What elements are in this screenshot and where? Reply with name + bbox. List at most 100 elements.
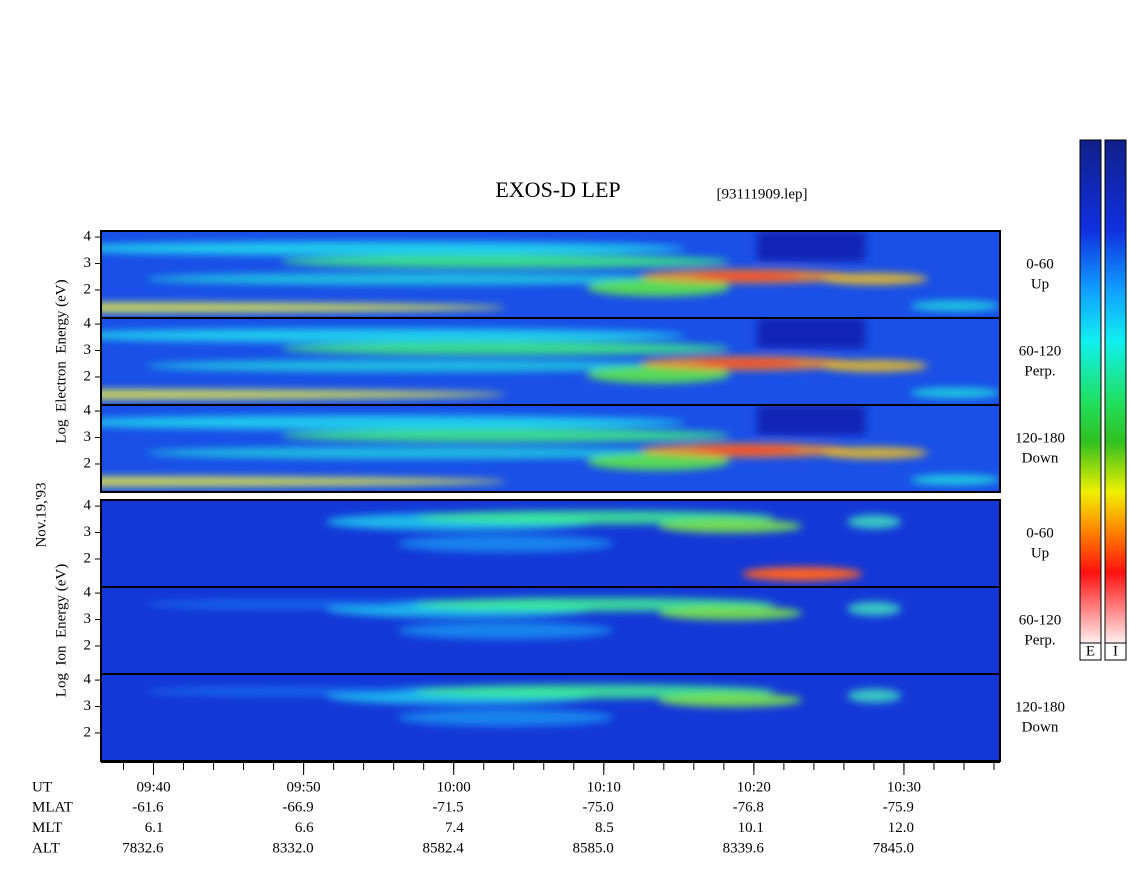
row-name: MLAT xyxy=(32,799,73,815)
chart-title: EXOS-D LEP xyxy=(495,177,620,202)
texture-blob xyxy=(145,687,416,696)
y-tick-label: 4 xyxy=(84,229,92,245)
texture-blob xyxy=(397,708,614,727)
texture-blob xyxy=(145,600,416,609)
y-tick-label: 4 xyxy=(84,585,92,601)
y-tick-label: 2 xyxy=(84,637,92,653)
panel-frame xyxy=(100,404,1001,493)
y-tick-label: 3 xyxy=(84,429,92,445)
texture-blob xyxy=(101,476,506,487)
y-tick-label: 4 xyxy=(84,672,92,688)
x-tick-label: 09:40 xyxy=(136,779,170,795)
y-tick-label: 2 xyxy=(84,455,92,471)
row-value: -71.5 xyxy=(432,799,463,815)
x-tick-label: 10:10 xyxy=(587,779,621,795)
y-tick-label: 3 xyxy=(84,524,92,540)
texture-blob xyxy=(101,415,686,430)
texture-blob xyxy=(694,446,803,454)
spectrogram-panel: 2 3 4 xyxy=(84,672,1001,762)
y-tick-label: 2 xyxy=(84,724,92,740)
texture-blob xyxy=(586,365,731,384)
texture xyxy=(145,597,902,640)
texture-band xyxy=(757,318,866,349)
y-tick-label: 3 xyxy=(84,342,92,358)
texture-blob xyxy=(820,272,929,285)
row-value: 8332.0 xyxy=(272,840,313,856)
row-value: 8585.0 xyxy=(573,840,614,856)
texture-blob xyxy=(910,387,1000,399)
texture-blob xyxy=(847,688,902,703)
row-name: UT xyxy=(32,779,52,795)
texture-blob xyxy=(586,278,731,297)
row-name: MLT xyxy=(32,820,62,836)
texture-blob xyxy=(658,606,803,621)
row-value: -75.9 xyxy=(883,799,914,815)
panel-direction: Perp. xyxy=(1024,363,1055,379)
panel-direction: Perp. xyxy=(1024,632,1055,648)
x-tick-label: 10:00 xyxy=(437,779,471,795)
texture-blob xyxy=(397,621,614,640)
texture-blob xyxy=(742,566,863,581)
panel-direction: Up xyxy=(1031,545,1049,561)
row-value: 8.5 xyxy=(595,820,614,836)
texture-blob xyxy=(694,272,803,280)
texture-band xyxy=(757,231,866,262)
spectrogram-panel: 2 3 4 xyxy=(84,229,1001,319)
colorbar-e xyxy=(1079,139,1102,644)
panel-angle: 0-60 xyxy=(1026,256,1054,272)
colorbar-box xyxy=(1079,642,1102,661)
panel-angle: 0-60 xyxy=(1026,525,1054,541)
texture-blob xyxy=(658,693,803,708)
texture-blob xyxy=(820,359,929,372)
texture xyxy=(101,318,1000,400)
texture-blob xyxy=(280,254,731,269)
texture-blob xyxy=(397,534,614,553)
y-tick-label: 4 xyxy=(84,316,92,332)
row-name: ALT xyxy=(32,840,60,856)
colorbar-i xyxy=(1104,139,1127,644)
texture-blob xyxy=(145,446,686,459)
row-value: 6.6 xyxy=(295,820,314,836)
file-name: [93111909.lep] xyxy=(717,186,808,202)
texture-blob xyxy=(847,601,902,616)
colorbar-label: E xyxy=(1086,643,1095,659)
row-value: 7.4 xyxy=(445,820,464,836)
row-value: -61.6 xyxy=(132,799,164,815)
row-value: 8582.4 xyxy=(422,840,464,856)
panel-direction: Down xyxy=(1022,719,1059,735)
row-value: -66.9 xyxy=(282,799,313,815)
texture xyxy=(325,510,902,581)
texture xyxy=(101,231,1000,313)
texture-band xyxy=(757,405,866,436)
texture-blob xyxy=(586,452,731,471)
texture-blob xyxy=(847,514,902,529)
row-value: 12.0 xyxy=(888,820,914,836)
x-tick-label: 10:30 xyxy=(887,779,921,795)
row-value: 10.1 xyxy=(738,820,764,836)
date-label: Nov.19,'93 xyxy=(33,482,49,547)
texture-blob xyxy=(658,519,803,534)
spectrogram-panel: 2 3 4 xyxy=(84,316,1001,406)
row-value: 7832.6 xyxy=(122,840,164,856)
y-tick-label: 4 xyxy=(84,403,92,419)
y-tick-label: 4 xyxy=(84,498,92,514)
colorbar-box xyxy=(1104,642,1127,661)
texture-blob xyxy=(101,241,686,256)
texture-blob xyxy=(101,389,506,400)
y-tick-label: 3 xyxy=(84,698,92,714)
texture-blob xyxy=(694,359,803,367)
y-tick-label: 2 xyxy=(84,368,92,384)
colorbar-label: I xyxy=(1113,643,1118,659)
x-tick-label: 10:20 xyxy=(737,779,771,795)
panel-direction: Down xyxy=(1022,450,1059,466)
texture-blob xyxy=(101,328,686,343)
row-value: -75.0 xyxy=(583,799,614,815)
row-value: -76.8 xyxy=(733,799,764,815)
texture-blob xyxy=(280,341,731,356)
panel-angle: 60-120 xyxy=(1019,612,1062,628)
y-tick-label: 2 xyxy=(84,281,92,297)
texture xyxy=(145,684,902,727)
y-axis-label: Log Electron Energy (eV) xyxy=(53,279,69,443)
texture-blob xyxy=(145,359,686,372)
texture-blob xyxy=(101,302,506,313)
